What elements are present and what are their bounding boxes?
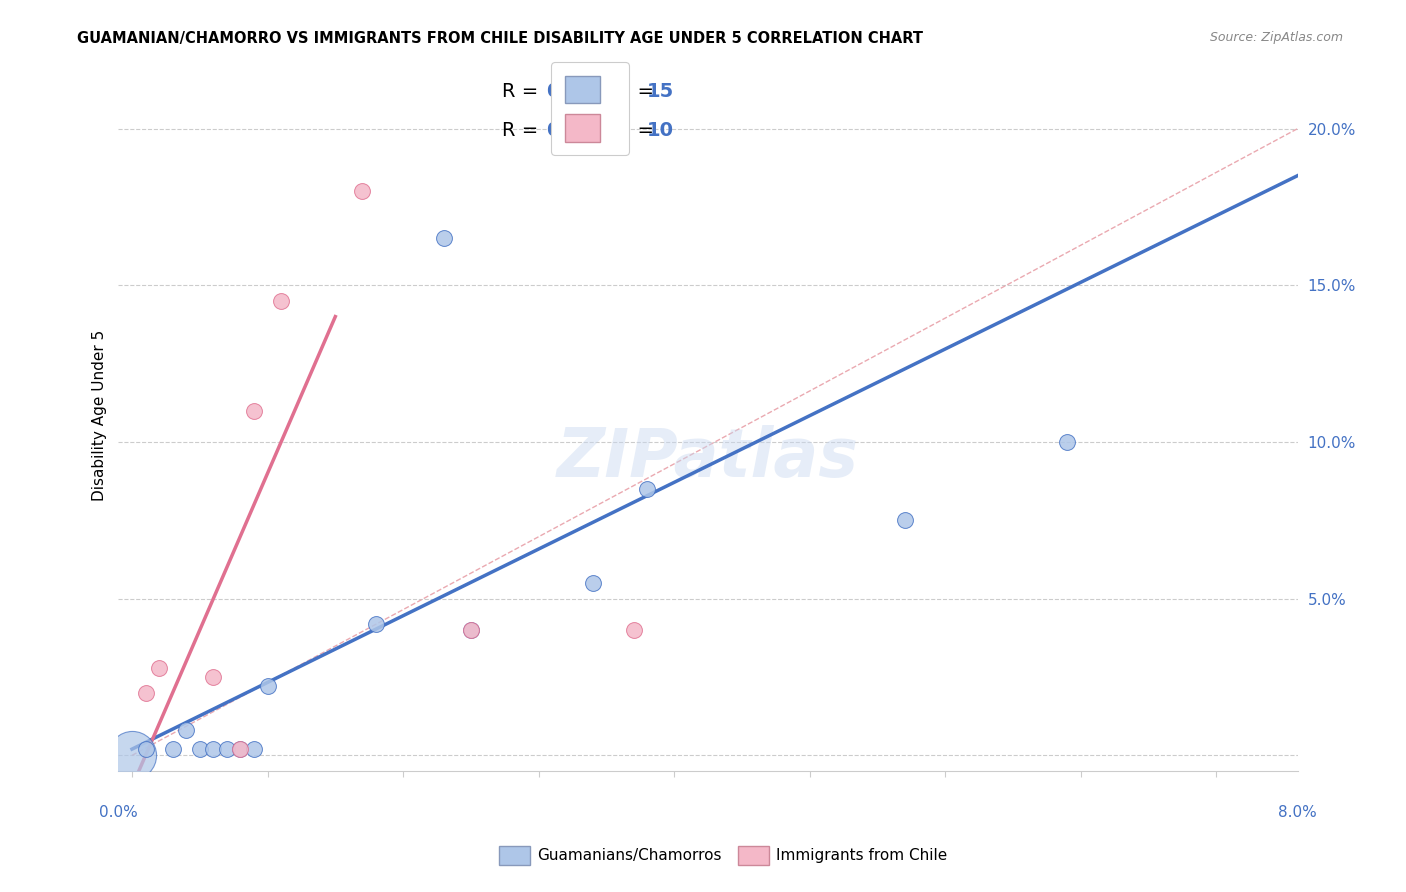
Text: 0.517: 0.517 — [547, 121, 607, 140]
Point — [364, 616, 387, 631]
Point — [202, 670, 225, 684]
Legend: , : , — [551, 62, 628, 155]
Point — [135, 686, 157, 700]
Text: Source: ZipAtlas.com: Source: ZipAtlas.com — [1209, 31, 1343, 45]
Point — [893, 513, 915, 527]
Point — [460, 623, 482, 637]
Text: 15: 15 — [647, 82, 673, 101]
Point — [352, 184, 374, 198]
Y-axis label: Disability Age Under 5: Disability Age Under 5 — [93, 330, 107, 501]
Point — [229, 742, 252, 756]
Text: 8.0%: 8.0% — [1278, 805, 1317, 821]
Point — [270, 293, 292, 308]
Point — [582, 576, 605, 591]
Text: 0.0%: 0.0% — [98, 805, 138, 821]
Point — [162, 742, 184, 756]
Point — [215, 742, 238, 756]
Point — [202, 742, 225, 756]
Text: 10: 10 — [647, 121, 673, 140]
Point — [1056, 434, 1078, 449]
Text: ZIPatlas: ZIPatlas — [557, 425, 859, 491]
Point — [460, 623, 482, 637]
Point — [256, 680, 278, 694]
Point — [243, 403, 266, 417]
Text: GUAMANIAN/CHAMORRO VS IMMIGRANTS FROM CHILE DISABILITY AGE UNDER 5 CORRELATION C: GUAMANIAN/CHAMORRO VS IMMIGRANTS FROM CH… — [77, 31, 924, 46]
Point — [623, 623, 645, 637]
Point — [243, 742, 266, 756]
Point — [433, 231, 456, 245]
Point — [135, 742, 157, 756]
Point — [188, 742, 211, 756]
Text: Immigrants from Chile: Immigrants from Chile — [776, 848, 948, 863]
Text: R =: R = — [502, 121, 544, 140]
Text: N =: N = — [599, 82, 661, 101]
Point — [121, 748, 143, 763]
Point — [229, 742, 252, 756]
Text: R =: R = — [502, 82, 544, 101]
Text: N =: N = — [599, 121, 661, 140]
Point — [148, 660, 170, 674]
Point — [174, 723, 197, 738]
Text: 0.595: 0.595 — [547, 82, 607, 101]
Text: Guamanians/Chamorros: Guamanians/Chamorros — [537, 848, 721, 863]
Point — [636, 482, 658, 496]
